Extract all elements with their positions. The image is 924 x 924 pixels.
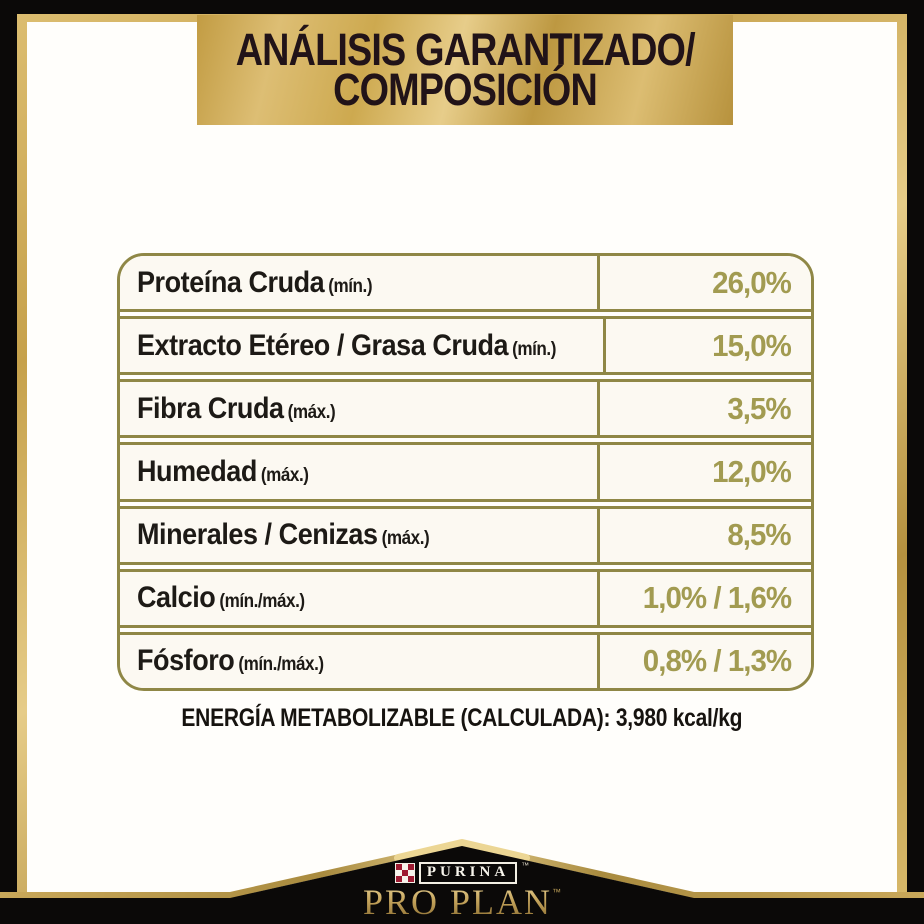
table-row: Calcio (mín./máx.) 1,0% / 1,6% (120, 568, 811, 628)
nutrient-name: Humedad (137, 454, 257, 488)
header-banner: ANÁLISIS GARANTIZADO/ COMPOSICIÓN (197, 15, 733, 125)
guaranteed-analysis-table: Proteína Cruda (mín.) 26,0% Extracto Eté… (117, 253, 814, 691)
nutrient-value-cell: 26,0% (597, 256, 811, 310)
nutrient-value: 3,5% (727, 390, 792, 426)
energy-note-row: ENERGÍA METABOLIZABLE (CALCULADA): 3,980… (0, 704, 924, 733)
nutrient-value: 1,0% / 1,6% (642, 580, 792, 616)
nutrient-name: Fósforo (137, 644, 235, 678)
nutrient-name: Proteína Cruda (137, 265, 325, 299)
energy-note: ENERGÍA METABOLIZABLE (CALCULADA): 3,980… (181, 704, 743, 732)
proplan-trademark-symbol: ™ (552, 887, 562, 897)
table-row: Extracto Etéreo / Grasa Cruda (mín.) 15,… (120, 316, 812, 376)
apex-highlight (394, 839, 530, 862)
proplan-wordmark: PRO PLAN (362, 882, 553, 922)
nutrient-value: 0,8% / 1,3% (642, 643, 792, 679)
page-title-line1: ANÁLISIS GARANTIZADO/ (235, 24, 695, 75)
nutrient-label-cell: Minerales / Cenizas (máx.) (120, 509, 597, 562)
purina-checkerboard-icon (394, 863, 415, 883)
nutrient-qualifier: (mín.) (328, 275, 373, 297)
nutrient-value: 12,0% (712, 453, 792, 489)
nutrient-value-cell: 12,0% (597, 445, 811, 499)
nutrient-label-cell: Fósforo (mín./máx.) (120, 635, 597, 688)
nutrient-qualifier: (máx.) (381, 528, 430, 550)
nutrient-qualifier: (mín./máx.) (238, 654, 324, 676)
nutrient-name: Extracto Etéreo / Grasa Cruda (137, 328, 509, 362)
nutrient-value-cell: 8,5% (597, 508, 811, 562)
nutrient-value: 26,0% (712, 264, 792, 300)
nutrient-label-cell: Fibra Cruda (máx.) (120, 382, 597, 435)
purina-trademark-symbol: ™ (521, 861, 530, 870)
nutrient-value-cell: 0,8% / 1,3% (597, 634, 811, 688)
nutrient-name: Calcio (137, 581, 216, 615)
nutrient-label-cell: Proteína Cruda (mín.) (120, 256, 597, 309)
purina-logo: PURINA ™ (394, 861, 530, 884)
nutrient-value: 15,0% (712, 327, 792, 363)
nutrient-value-cell: 3,5% (597, 382, 811, 436)
brand-lockup: PURINA ™ PRO PLAN ™ (0, 861, 924, 922)
nutrient-qualifier: (máx.) (287, 401, 336, 423)
nutrient-value: 8,5% (727, 517, 792, 553)
purina-wordmark: PURINA (418, 862, 518, 884)
table-row: Fibra Cruda (máx.) 3,5% (120, 379, 811, 439)
nutrient-value-cell: 15,0% (602, 319, 812, 373)
black-peak-shape (0, 846, 924, 924)
nutrient-qualifier: (mín.) (512, 338, 556, 360)
table-row: Minerales / Cenizas (máx.) 8,5% (120, 505, 811, 565)
nutrient-name: Minerales / Cenizas (137, 518, 378, 552)
table-row: Humedad (máx.) 12,0% (120, 442, 811, 502)
page-title-line2: COMPOSICIÓN (333, 64, 598, 115)
nutrient-label-cell: Calcio (mín./máx.) (120, 572, 597, 625)
table-row: Proteína Cruda (mín.) 26,0% (120, 256, 811, 313)
nutrient-qualifier: (mín./máx.) (219, 591, 305, 613)
nutrient-label-cell: Extracto Etéreo / Grasa Cruda (mín.) (120, 319, 603, 372)
bottom-peak-silhouette (0, 839, 924, 924)
nutrient-label-cell: Humedad (máx.) (120, 445, 597, 498)
table-row: Fósforo (mín./máx.) 0,8% / 1,3% (120, 631, 811, 688)
nutrient-qualifier: (máx.) (260, 464, 309, 486)
nutrient-name: Fibra Cruda (137, 391, 284, 425)
nutrient-value-cell: 1,0% / 1,6% (597, 571, 811, 625)
